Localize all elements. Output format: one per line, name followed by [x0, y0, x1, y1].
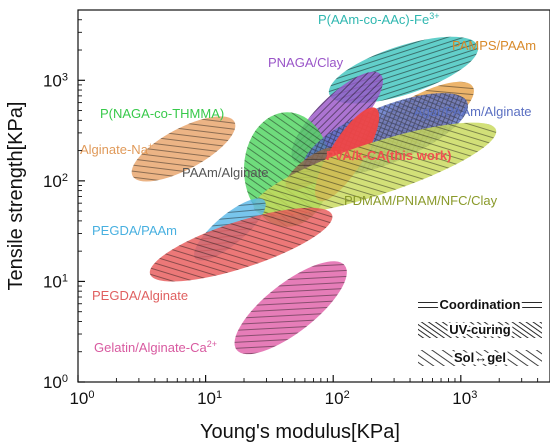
y-tick-label: 102	[43, 172, 68, 191]
y-tick-label: 103	[43, 71, 68, 90]
region-alginate-na	[131, 116, 236, 182]
legend-swatch-uv-curing	[418, 322, 542, 338]
legend-label-coordination: Coordination	[440, 297, 521, 312]
x-tick-label: 103	[452, 389, 477, 408]
y-tick-label: 100	[43, 373, 68, 392]
y-axis-title: Tensile strength[KPa]	[5, 102, 27, 291]
region-label-agar-paam-alginate: Agar/PAAm/Alginate	[414, 104, 532, 119]
legend-label-uv-curing: UV-curing	[449, 322, 510, 337]
legend: Coordination UV-curing Sol↔gel	[418, 295, 542, 368]
region-label-alginate-na: Alginate-Na+	[80, 141, 153, 157]
legend-label-sol-gel: Sol↔gel	[454, 350, 506, 365]
region-label-p-naga-co-thmma: P(NAGA-co-THMMA)	[100, 106, 224, 121]
region-label-gelatin-alginate-ca: Gelatin/Alginate-Ca2+	[94, 339, 217, 355]
region-label-pegda-paam: PEGDA/PAAm	[92, 223, 177, 238]
legend-swatch-sol-gel	[418, 350, 542, 366]
legend-swatch-coordination	[418, 298, 542, 312]
region-label-pnaga-clay: PNAGA/Clay	[268, 55, 344, 70]
region-gelatin-alginate-ca	[234, 261, 347, 355]
region-label-paam-alginate: PAAm/Alginate	[182, 165, 268, 180]
region-label-p-aam-co-aac-fe: P(AAm-co-AAc)-Fe3+	[318, 11, 440, 27]
x-tick-label: 100	[69, 389, 94, 408]
x-tick-label: 102	[325, 389, 350, 408]
region-label-layer: P(AAm-co-AAc)-Fe3+ PAMPS/PAAm PNAGA/Clay P(…	[80, 11, 536, 355]
y-tick-label: 101	[43, 272, 68, 291]
x-axis-title: Young's modulus[KPa]	[200, 421, 400, 443]
region-label-pdmam-pniam-nfc-clay: PDMAM/PNIAM/NFC/Clay	[344, 193, 498, 208]
region-layer	[131, 36, 497, 355]
region-label-pamps-paam: PAMPS/PAAm	[452, 38, 536, 53]
region-pdmam-pniam-nfc-clay	[253, 122, 497, 216]
x-tick-label: 101	[197, 389, 222, 408]
axis-tick-layer: 100 101 102 103 100 101 102 103	[43, 9, 550, 408]
region-label-pegda-alginate: PEGDA/Alginate	[92, 288, 188, 303]
region-label-pva-k-ca-this-work: PVA/k-CA(this work)	[326, 148, 451, 163]
region-pegda-alginate	[149, 207, 333, 282]
